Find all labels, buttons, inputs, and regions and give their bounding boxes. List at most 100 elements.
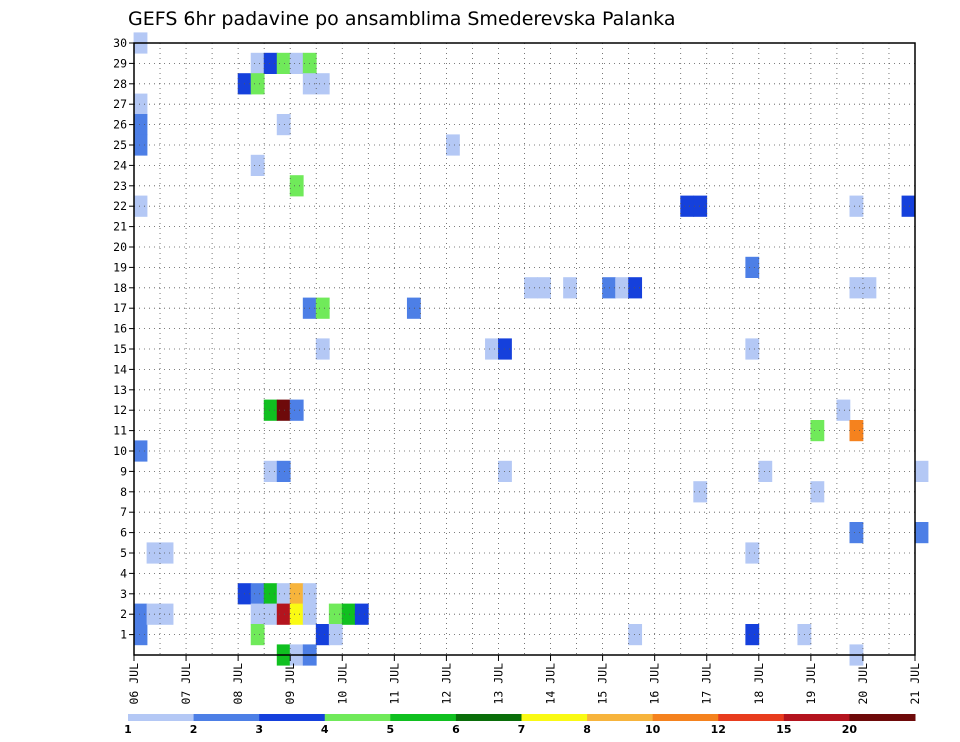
- heatmap-cell: [276, 114, 291, 136]
- y-tick-label: 29: [113, 56, 127, 70]
- heatmap-cell: [745, 256, 760, 278]
- x-tick-label: 18 JUL: [752, 663, 766, 705]
- y-tick-label: 30: [113, 36, 127, 50]
- heatmap-cell: [315, 297, 330, 319]
- y-tick-label: 6: [120, 526, 127, 540]
- colorbar-label: 7: [518, 723, 526, 736]
- colorbar-swatch: [521, 714, 588, 721]
- y-tick-label: 11: [113, 424, 127, 438]
- heatmap-cell: [276, 399, 291, 421]
- x-tick-label: 14 JUL: [544, 663, 558, 705]
- colorbar-swatch: [718, 714, 785, 721]
- heatmap-cell: [146, 542, 161, 564]
- heatmap-cell: [289, 603, 304, 625]
- colorbar-label: 8: [583, 723, 591, 736]
- y-tick-label: 10: [113, 444, 127, 458]
- heatmap-cell: [406, 297, 421, 319]
- heatmap-cell: [263, 399, 278, 421]
- heatmap-cell: [276, 52, 291, 74]
- heatmap-cell: [745, 338, 760, 360]
- heatmap-cell: [693, 195, 708, 217]
- heatmap-cell: [133, 440, 148, 462]
- heatmap-cell: [849, 277, 864, 299]
- heatmap-cell: [354, 603, 369, 625]
- heatmap-cell: [250, 154, 265, 176]
- y-tick-label: 4: [120, 566, 127, 580]
- y-tick-label: 20: [113, 240, 127, 254]
- y-tick-label: 17: [113, 301, 127, 315]
- colorbar-swatch: [324, 714, 391, 721]
- colorbar-label: 12: [711, 723, 726, 736]
- y-axis: 1234567891011121314151617181920212223242…: [113, 36, 134, 642]
- x-tick-label: 06 JUL: [127, 663, 141, 705]
- heatmap-cell: [849, 195, 864, 217]
- colorbar-swatch: [652, 714, 719, 721]
- heatmap-cell: [263, 603, 278, 625]
- heatmap-cell: [133, 624, 148, 646]
- y-tick-label: 3: [120, 587, 127, 601]
- heatmap-cell: [263, 460, 278, 482]
- y-tick-label: 21: [113, 220, 127, 234]
- x-tick-label: 07 JUL: [179, 663, 193, 705]
- heatmap-cell: [914, 522, 929, 544]
- heatmap-cell: [289, 52, 304, 74]
- heatmap-cell: [836, 399, 851, 421]
- x-tick-label: 15 JUL: [596, 663, 610, 705]
- heatmap-cell: [446, 134, 460, 156]
- colorbar-label: 3: [255, 723, 263, 736]
- heatmap-cell: [146, 603, 161, 625]
- y-tick-label: 26: [113, 118, 127, 132]
- heatmap-cell: [485, 338, 499, 360]
- heatmap-cell: [315, 338, 330, 360]
- x-tick-label: 12 JUL: [439, 663, 453, 705]
- colorbar-swatch: [390, 714, 457, 721]
- colorbar-label: 20: [842, 723, 858, 736]
- heatmap-cell: [524, 277, 538, 299]
- y-tick-label: 23: [113, 179, 127, 193]
- heatmap-cell: [250, 583, 265, 605]
- y-tick-label: 5: [120, 546, 127, 560]
- heatmap-cell: [133, 93, 148, 115]
- heatmap-cell: [810, 420, 825, 442]
- colorbar-legend: 1 2 3 4 5 6 7 8 10 12 15 20: [124, 714, 916, 736]
- heatmap-cell: [250, 73, 265, 95]
- heatmap-cell: [745, 542, 760, 564]
- x-tick-label: 11 JUL: [387, 663, 401, 705]
- colorbar-label: 4: [321, 723, 329, 736]
- colorbar-swatch: [849, 714, 916, 721]
- y-tick-label: 25: [113, 138, 127, 152]
- heatmap-cell: [758, 460, 773, 482]
- colorbar-swatch: [259, 714, 326, 721]
- x-tick-label: 10 JUL: [335, 663, 349, 705]
- heatmap-cell: [628, 277, 643, 299]
- y-tick-label: 15: [113, 342, 127, 356]
- colorbar-swatch: [455, 714, 522, 721]
- heatmap-cell: [810, 481, 825, 503]
- y-tick-label: 28: [113, 77, 127, 91]
- colorbar-label: 5: [387, 723, 395, 736]
- heatmap-cell: [276, 603, 291, 625]
- x-tick-label: 13 JUL: [491, 663, 505, 705]
- heatmap-cell: [289, 583, 304, 605]
- y-tick-label: 16: [113, 322, 127, 336]
- heatmap-cell: [276, 583, 291, 605]
- heatmap-cell: [628, 624, 643, 646]
- colorbar-swatch: [587, 714, 654, 721]
- heatmap-cell: [693, 481, 708, 503]
- heatmap-cell: [849, 522, 864, 544]
- y-tick-label: 14: [113, 362, 127, 376]
- heatmap-cell: [133, 603, 148, 625]
- chart-title: GEFS 6hr padavine po ansamblima Smederev…: [128, 8, 675, 30]
- y-tick-label: 24: [113, 158, 127, 172]
- heatmap-cell: [315, 624, 330, 646]
- heatmap-cell: [328, 603, 343, 625]
- heatmap-cell: [159, 542, 174, 564]
- y-tick-label: 1: [120, 628, 127, 642]
- colorbar-label: 6: [452, 723, 460, 736]
- heatmap-cell: [849, 420, 864, 442]
- heatmap-cell: [680, 195, 695, 217]
- heatmap-cell: [315, 73, 330, 95]
- y-tick-label: 8: [120, 485, 127, 499]
- gridlines: [134, 43, 915, 655]
